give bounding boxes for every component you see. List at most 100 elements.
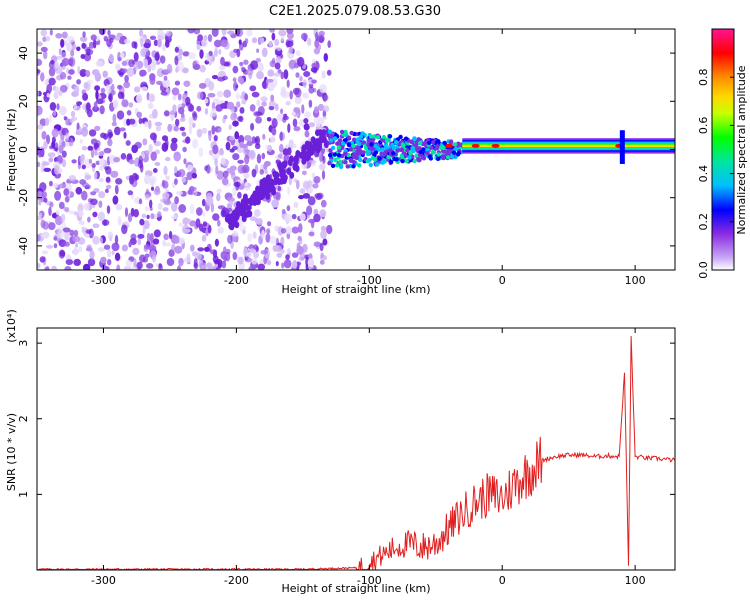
heatmap-cell	[211, 151, 220, 161]
heatmap-cell	[126, 110, 132, 116]
spectrogram-ylabel: Frequency (Hz)	[5, 109, 18, 192]
heatmap-cell	[299, 252, 306, 261]
heatmap-cell	[409, 140, 415, 145]
heatmap-cell	[91, 163, 96, 168]
heatmap-cell	[65, 132, 70, 141]
heatmap-cell	[79, 36, 88, 42]
heatmap-cell	[243, 59, 249, 65]
heatmap-cell	[197, 247, 205, 252]
snr-multiplier: (x10⁴)	[5, 309, 18, 343]
heatmap-cell	[171, 243, 176, 252]
heatmap-cell	[214, 158, 218, 167]
heatmap-peak	[491, 143, 500, 148]
heatmap-cell	[196, 105, 202, 112]
heatmap-cell	[54, 164, 60, 175]
heatmap-cell	[192, 63, 201, 70]
heatmap-cell	[288, 139, 294, 150]
heatmap-cell	[276, 252, 283, 258]
y-tick-label: 0	[17, 146, 30, 153]
heatmap-cell	[330, 163, 336, 168]
heatmap-cell	[244, 38, 249, 44]
heatmap-cell	[95, 60, 104, 67]
heatmap-cell	[81, 126, 89, 137]
colorbar-tick-label: 0.0	[697, 261, 710, 279]
heatmap-cell	[259, 37, 265, 44]
heatmap-cell	[154, 185, 160, 193]
heatmap-cell	[185, 96, 191, 106]
heatmap-cell	[255, 116, 262, 124]
heatmap-cell	[333, 136, 338, 141]
heatmap-cell	[221, 177, 229, 186]
heatmap-cell	[127, 190, 133, 196]
heatmap-cell	[284, 213, 292, 223]
heatmap-cell	[207, 92, 216, 98]
heatmap-cell	[261, 184, 267, 191]
heatmap-cell	[114, 36, 121, 41]
heatmap-cell	[63, 188, 70, 197]
heatmap-cell	[295, 150, 301, 158]
heatmap-cell	[175, 118, 180, 127]
heatmap-cell	[301, 157, 307, 165]
heatmap-cell	[361, 150, 366, 155]
heatmap-cell	[207, 224, 212, 234]
heatmap-cell	[186, 171, 193, 181]
y-tick-label: 20	[17, 94, 30, 108]
heatmap-cell	[323, 94, 329, 101]
heatmap-cell	[212, 213, 220, 221]
heatmap-cell	[237, 116, 243, 122]
heatmap-cell	[89, 250, 95, 260]
heatmap-cell	[283, 259, 292, 269]
heatmap-cell	[218, 65, 226, 71]
heatmap-cell	[115, 64, 121, 71]
heatmap-cell	[387, 148, 393, 153]
heatmap-cell	[256, 71, 264, 80]
heatmap-cell	[228, 124, 232, 130]
heatmap-cell	[157, 38, 162, 48]
heatmap-cell	[318, 30, 326, 37]
heatmap-cell	[83, 82, 89, 89]
heatmap-cell	[328, 153, 333, 158]
colorbar-tick-label: 0.4	[697, 165, 710, 183]
heatmap-cell	[345, 164, 350, 169]
heatmap-cell	[162, 78, 171, 88]
heatmap-cell	[255, 57, 261, 63]
heatmap-cell	[260, 250, 268, 255]
x-tick-label: -200	[224, 574, 249, 587]
heatmap-cell	[254, 209, 261, 217]
heatmap-cell	[76, 46, 81, 52]
heatmap-cell	[327, 161, 332, 166]
heatmap-cell	[132, 247, 140, 256]
heatmap-cell	[234, 206, 240, 214]
heatmap-cell	[329, 138, 334, 143]
heatmap-cell	[40, 148, 45, 158]
heatmap-cell	[237, 191, 242, 199]
heatmap-cell	[148, 245, 157, 252]
heatmap-cell	[220, 209, 227, 218]
heatmap-cell	[280, 108, 284, 114]
heatmap-peak	[471, 143, 480, 148]
heatmap-cell	[139, 69, 147, 77]
heatmap-cell	[99, 158, 105, 166]
heatmap-cell	[212, 265, 216, 270]
heatmap-cell	[299, 75, 303, 82]
heatmap-cell	[289, 155, 294, 163]
heatmap-cell	[201, 198, 206, 207]
heatmap-cell	[434, 144, 440, 149]
heatmap-cell	[102, 70, 108, 78]
heatmap-cell	[68, 210, 75, 215]
heatmap-cell	[293, 201, 299, 209]
heatmap-cell	[232, 65, 239, 74]
heatmap-cell	[386, 154, 391, 160]
heatmap-cell	[205, 228, 209, 237]
heatmap-cell	[144, 58, 149, 69]
heatmap-cell	[140, 37, 144, 48]
x-tick-label: -100	[357, 574, 382, 587]
heatmap-cell	[150, 151, 157, 161]
heatmap-cell	[60, 213, 66, 223]
heatmap-cell	[306, 142, 312, 149]
heatmap-cell	[427, 154, 432, 159]
heatmap-cell	[383, 145, 389, 150]
heatmap-cell	[297, 235, 302, 242]
heatmap-cell	[100, 87, 106, 94]
heatmap-cell	[146, 263, 154, 269]
